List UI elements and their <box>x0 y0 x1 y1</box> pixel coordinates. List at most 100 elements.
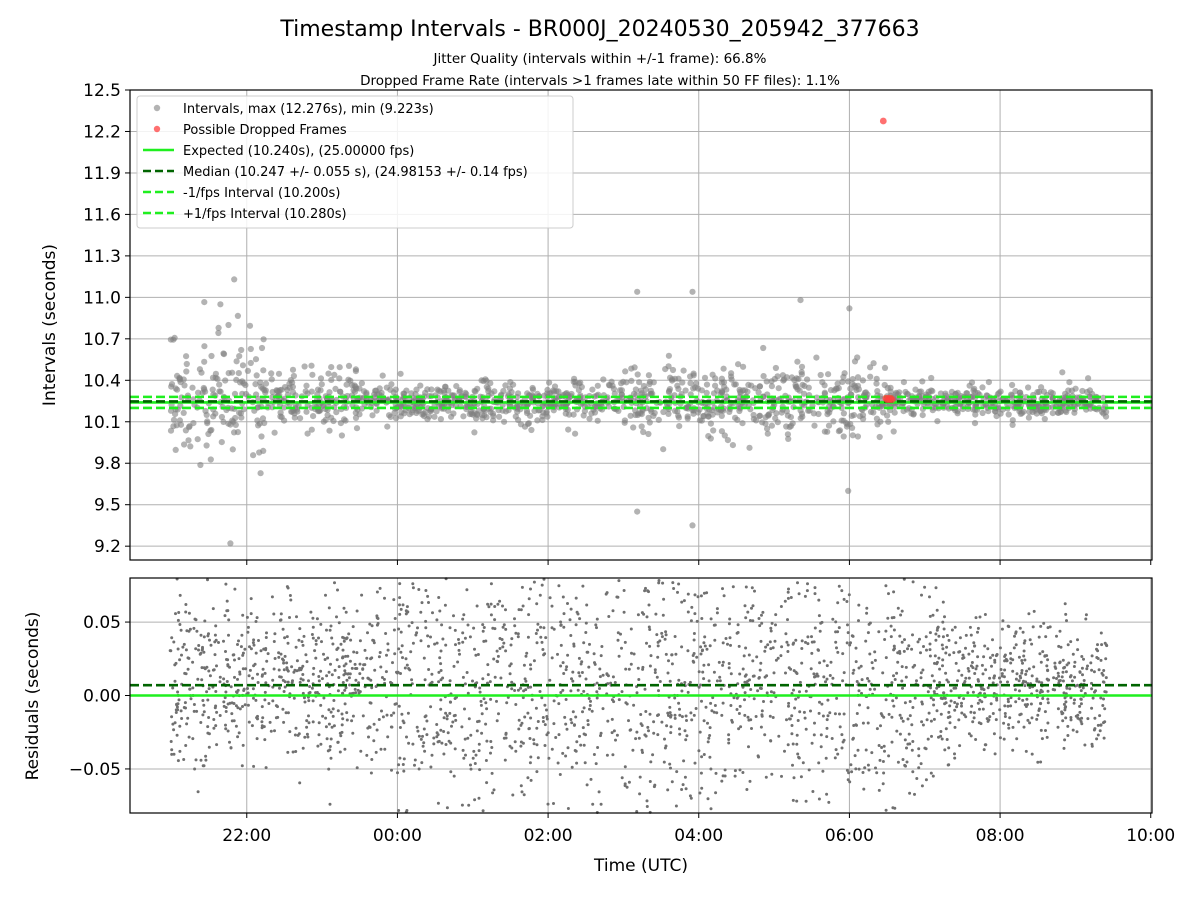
interval-point <box>679 379 686 386</box>
interval-point <box>463 391 470 398</box>
residual-point <box>674 652 678 656</box>
residual-point <box>529 587 532 591</box>
residual-point <box>900 640 904 644</box>
residual-point <box>543 723 547 727</box>
residual-point <box>484 639 488 643</box>
interval-point <box>333 409 340 416</box>
residual-point <box>657 581 661 585</box>
residual-point <box>879 724 882 728</box>
residual-point <box>928 648 932 652</box>
residual-point <box>599 654 603 658</box>
residual-point <box>590 709 594 713</box>
residual-point <box>339 734 343 738</box>
residual-point <box>389 725 393 729</box>
residual-point <box>368 622 372 626</box>
residual-point <box>501 604 504 608</box>
residual-point <box>406 610 410 614</box>
interval-point <box>634 508 641 515</box>
residual-point <box>513 740 517 744</box>
residual-point <box>186 716 190 720</box>
interval-point <box>859 377 867 384</box>
interval-point <box>1025 414 1032 421</box>
residual-point <box>684 738 688 742</box>
residual-point <box>439 728 443 732</box>
residual-point <box>325 737 329 741</box>
residual-point <box>769 647 773 651</box>
residual-point <box>197 648 200 652</box>
residual-point <box>845 600 849 603</box>
residual-point <box>1078 704 1082 708</box>
interval-point <box>401 390 408 397</box>
residual-point <box>1037 709 1041 712</box>
residual-point <box>860 691 863 695</box>
residual-point <box>655 633 659 637</box>
residual-point <box>530 698 534 702</box>
residual-point <box>370 624 374 628</box>
residual-point <box>573 749 577 752</box>
interval-point <box>233 358 240 365</box>
residual-point <box>689 796 693 800</box>
residual-point <box>1022 679 1025 683</box>
interval-point <box>234 429 241 436</box>
residual-point <box>678 732 682 736</box>
interval-point <box>308 426 315 433</box>
interval-point <box>707 420 715 427</box>
residual-point <box>812 640 816 644</box>
residual-point <box>1076 683 1079 687</box>
residual-point <box>496 602 500 606</box>
residual-point <box>953 701 957 704</box>
residual-point <box>361 714 365 718</box>
residual-point <box>967 676 971 680</box>
residual-point <box>477 742 481 746</box>
residual-point <box>490 771 494 775</box>
interval-point <box>225 370 232 377</box>
residual-point <box>489 751 492 755</box>
residual-point <box>299 677 303 681</box>
residual-point <box>1080 655 1084 658</box>
residual-point <box>896 606 900 610</box>
interval-reference-lines <box>130 395 1152 410</box>
residual-point <box>928 654 932 658</box>
residual-point <box>846 778 850 782</box>
residual-point <box>924 778 928 782</box>
interval-point <box>336 364 343 371</box>
residual-point <box>568 618 572 622</box>
residual-point <box>1071 652 1075 656</box>
residual-point <box>644 586 647 590</box>
interval-point <box>194 436 201 443</box>
x-axis-label: Time (UTC) <box>593 856 688 876</box>
residual-point <box>962 713 966 717</box>
residual-point <box>1099 723 1103 727</box>
interval-point <box>925 388 932 395</box>
residual-point <box>645 805 649 808</box>
residual-point <box>800 661 804 665</box>
residual-point <box>949 699 953 703</box>
residual-point <box>478 690 482 694</box>
interval-point <box>391 409 398 417</box>
residual-point <box>305 719 309 723</box>
residual-point <box>327 767 331 771</box>
residual-point <box>1000 627 1004 631</box>
residual-point <box>793 706 797 710</box>
residual-point <box>786 650 790 653</box>
residual-point <box>1014 643 1018 647</box>
residual-point <box>847 771 851 775</box>
residual-point <box>730 718 734 722</box>
interval-point <box>811 422 818 429</box>
residual-point <box>442 730 446 733</box>
residual-point <box>336 646 340 650</box>
residual-point <box>1023 684 1027 688</box>
residual-point <box>648 664 652 668</box>
residual-point <box>576 688 580 692</box>
residual-point <box>291 750 295 754</box>
residual-point <box>636 666 640 670</box>
residual-point <box>699 771 703 775</box>
residual-point <box>1101 673 1105 677</box>
interval-point <box>774 373 781 380</box>
residual-point <box>841 740 845 744</box>
residual-point <box>992 732 996 736</box>
residual-point <box>565 727 569 731</box>
residual-point <box>239 645 243 649</box>
residual-point <box>392 598 396 602</box>
residual-point <box>535 641 539 645</box>
